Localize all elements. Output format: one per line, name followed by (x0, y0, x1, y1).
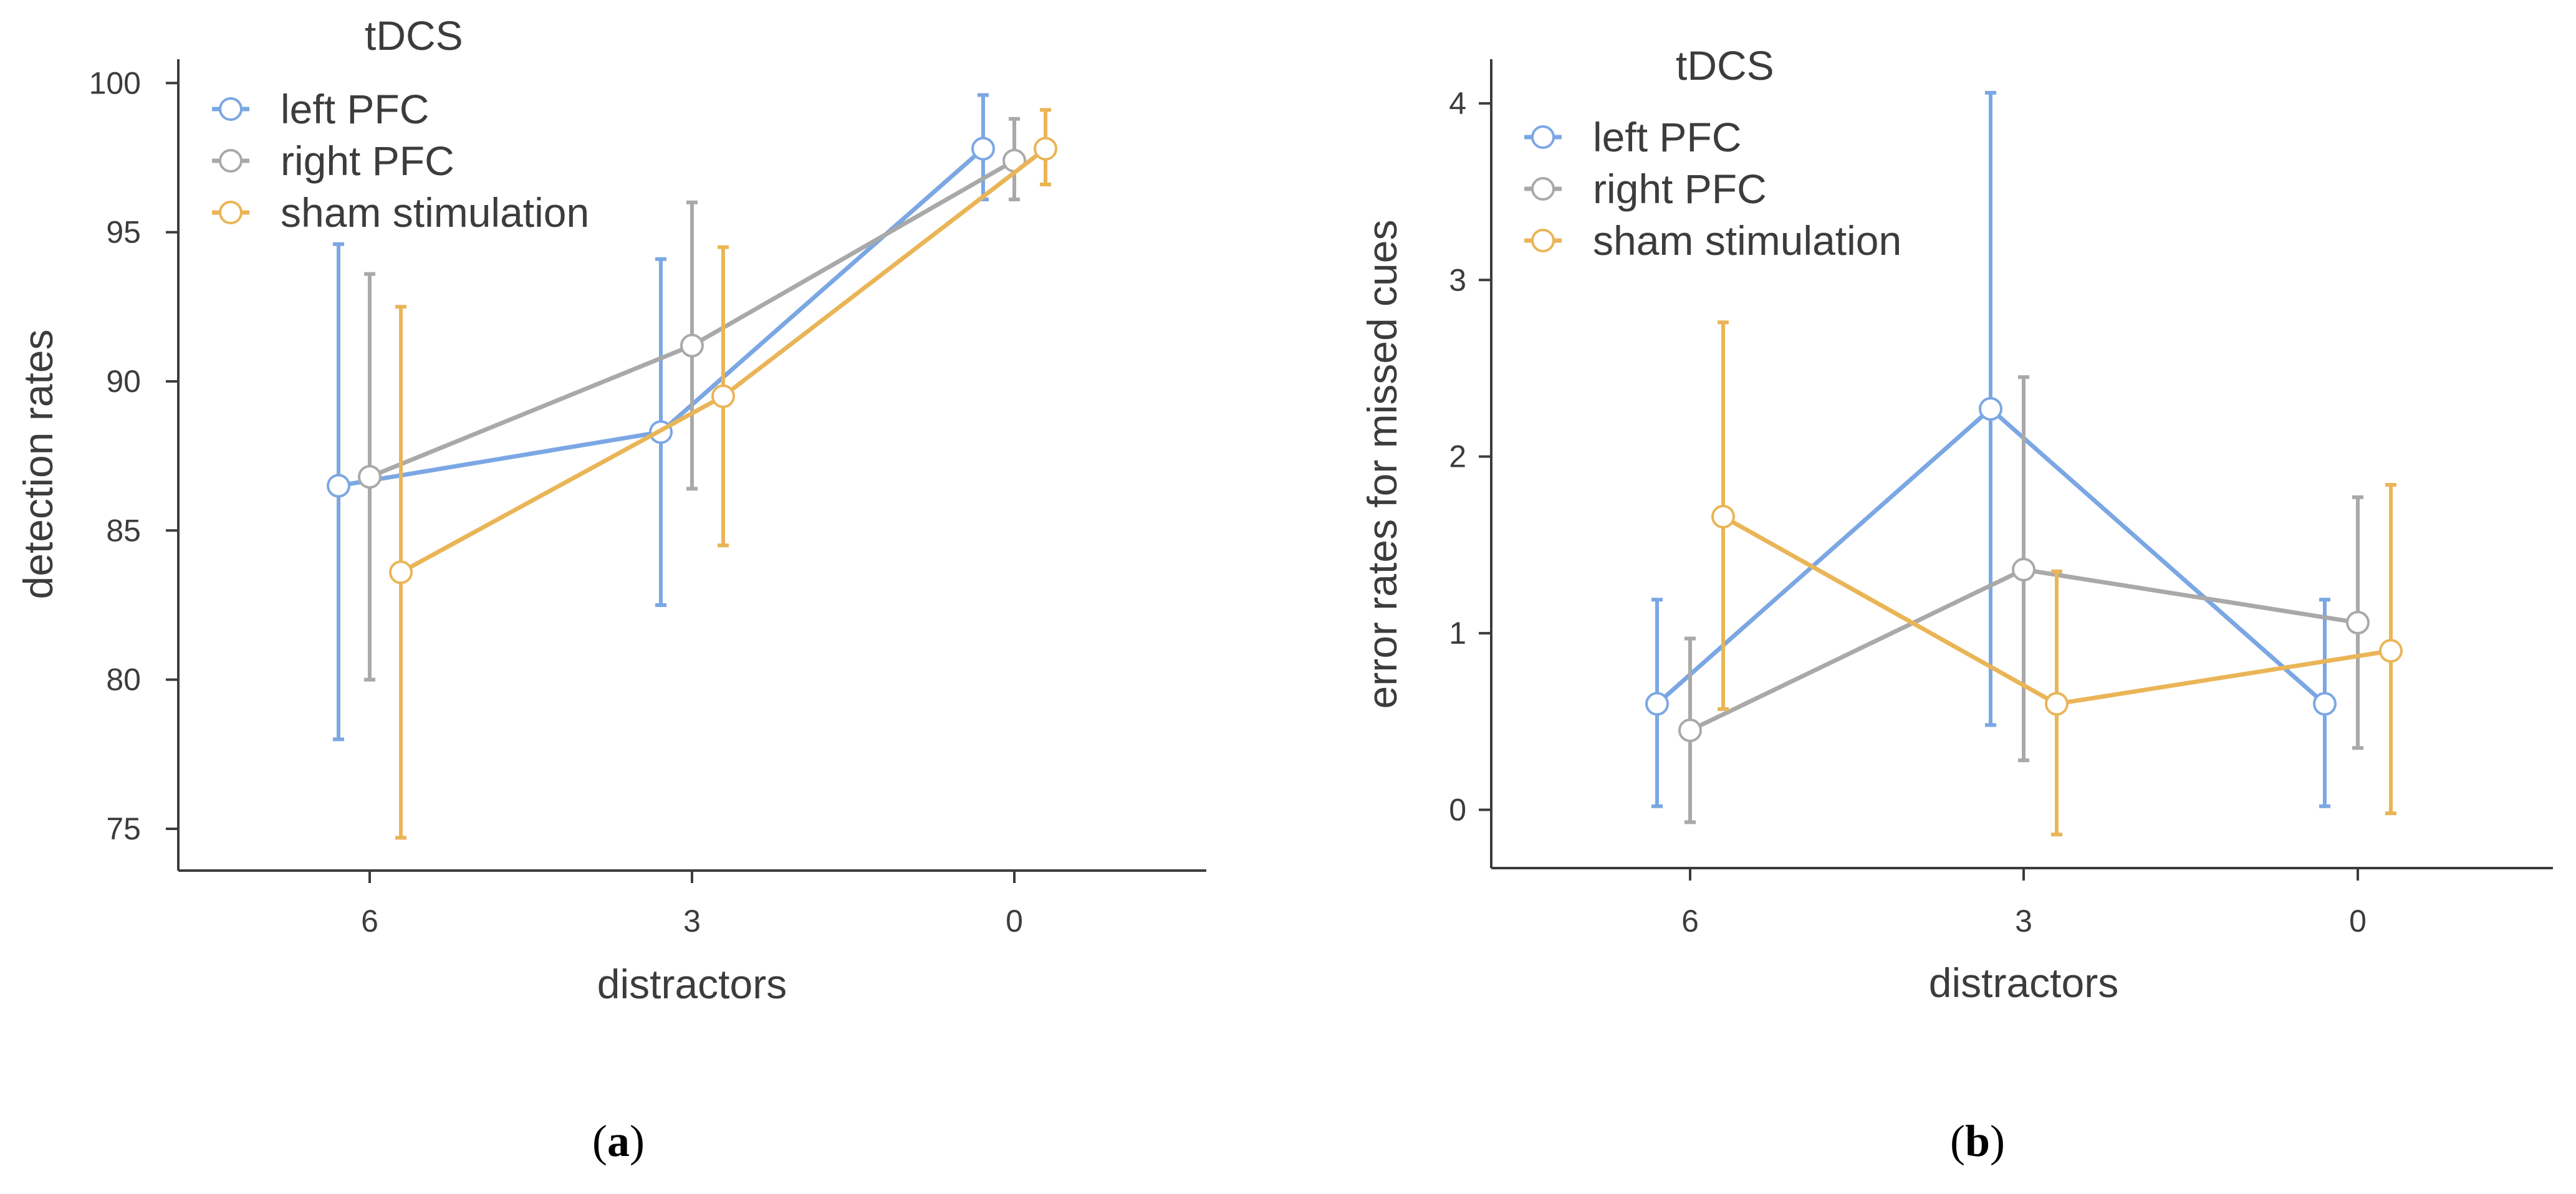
data-point (971, 136, 995, 161)
y-tick-label: 1 (1449, 616, 1466, 651)
panel-b-x-axis-title: distractors (1929, 960, 2118, 1006)
y-tick-label: 100 (89, 65, 141, 100)
y-tick-label: 85 (106, 513, 141, 548)
panel-b-y-ticks: 0 1 2 3 4 (1449, 86, 1491, 827)
data-point (2313, 692, 2337, 716)
legend-label: right PFC (1593, 166, 1767, 212)
series-sham-stimulation (1711, 320, 2403, 837)
panel-a-y-ticks: 75 80 85 90 95 100 (89, 65, 178, 846)
series-right-pfc (358, 117, 1026, 682)
panel-a-y-axis-title: detection rates (15, 330, 61, 599)
legend-label: sham stimulation (1593, 217, 1901, 264)
y-tick-label: 4 (1449, 86, 1466, 121)
data-point (1034, 136, 1057, 161)
data-point (711, 384, 735, 408)
data-point (358, 465, 382, 489)
panel-a-caption: (a) (592, 1116, 645, 1166)
x-tick-label: 0 (1006, 904, 1023, 938)
legend-item-right-pfc: right PFC (1524, 166, 1767, 212)
legend-label: left PFC (1593, 114, 1741, 160)
panel-a-x-axis-title: distractors (597, 961, 787, 1007)
data-point (2379, 639, 2403, 663)
panel-b: 0 1 2 3 4 6 3 0 tDCS left PFC right PFC sham sti… (1359, 42, 2553, 1166)
legend-marker (1531, 229, 1555, 252)
legend-item-left-pfc: left PFC (212, 86, 429, 132)
panel-b-axes (1490, 59, 2553, 869)
series-sham-stimulation (389, 108, 1057, 840)
data-point (2045, 692, 2069, 716)
panel-b-y-axis-title: error rates for missed cues (1359, 220, 1405, 709)
data-point (389, 560, 413, 585)
legend-marker (1531, 177, 1555, 201)
y-tick-label: 80 (106, 662, 141, 697)
legend-marker (219, 149, 243, 173)
x-tick-label: 3 (683, 904, 701, 938)
data-point (680, 333, 704, 358)
panel-b-series (1645, 90, 2403, 837)
y-tick-label: 0 (1449, 792, 1466, 827)
legend-marker (1531, 125, 1555, 149)
panel-a-caption-letter: a (607, 1116, 630, 1166)
legend-item-sham-stimulation: sham stimulation (1524, 217, 1901, 264)
panel-b-legend: tDCS left PFC right PFC sham stimulation (1524, 42, 1901, 264)
legend-label: left PFC (281, 86, 429, 132)
panel-b-caption-letter: b (1965, 1116, 1990, 1166)
panel-b-caption: (b) (1950, 1116, 2005, 1166)
legend-marker (219, 201, 243, 224)
panel-a-legend: tDCS left PFC right PFC sham stimulation (212, 12, 589, 236)
data-point (1645, 692, 1669, 716)
series-right-pfc (1678, 375, 2370, 824)
x-tick-label: 6 (361, 904, 378, 938)
y-tick-label: 90 (106, 364, 141, 399)
x-tick-label: 0 (2349, 904, 2367, 938)
legend-label: right PFC (281, 138, 454, 184)
data-point (1678, 718, 1702, 742)
data-point (2012, 558, 2035, 582)
data-point (1711, 505, 1735, 529)
legend-item-left-pfc: left PFC (1524, 114, 1741, 160)
legend-label: sham stimulation (281, 189, 589, 236)
y-tick-label: 3 (1449, 262, 1466, 297)
panel-b-x-ticks: 6 3 0 (1681, 868, 2367, 938)
panel-a-series (327, 93, 1057, 840)
panel-b-legend-title: tDCS (1676, 42, 1774, 88)
panel-a-x-ticks: 6 3 0 (361, 871, 1023, 938)
data-point (327, 474, 350, 498)
x-tick-label: 6 (1681, 904, 1699, 938)
data-point (1979, 397, 2002, 421)
legend-item-sham-stimulation: sham stimulation (212, 189, 589, 236)
panel-a: 75 80 85 90 95 100 6 3 0 tDCS left PFC right PFC… (15, 12, 1206, 1166)
data-point (2346, 611, 2370, 635)
y-tick-label: 75 (106, 811, 141, 846)
legend-marker (219, 97, 243, 121)
legend-item-right-pfc: right PFC (212, 138, 454, 184)
panel-a-legend-title: tDCS (365, 12, 463, 59)
series-left-pfc (1645, 90, 2337, 808)
x-tick-label: 3 (2015, 904, 2032, 938)
y-tick-label: 95 (106, 215, 141, 250)
y-tick-label: 2 (1449, 439, 1466, 474)
